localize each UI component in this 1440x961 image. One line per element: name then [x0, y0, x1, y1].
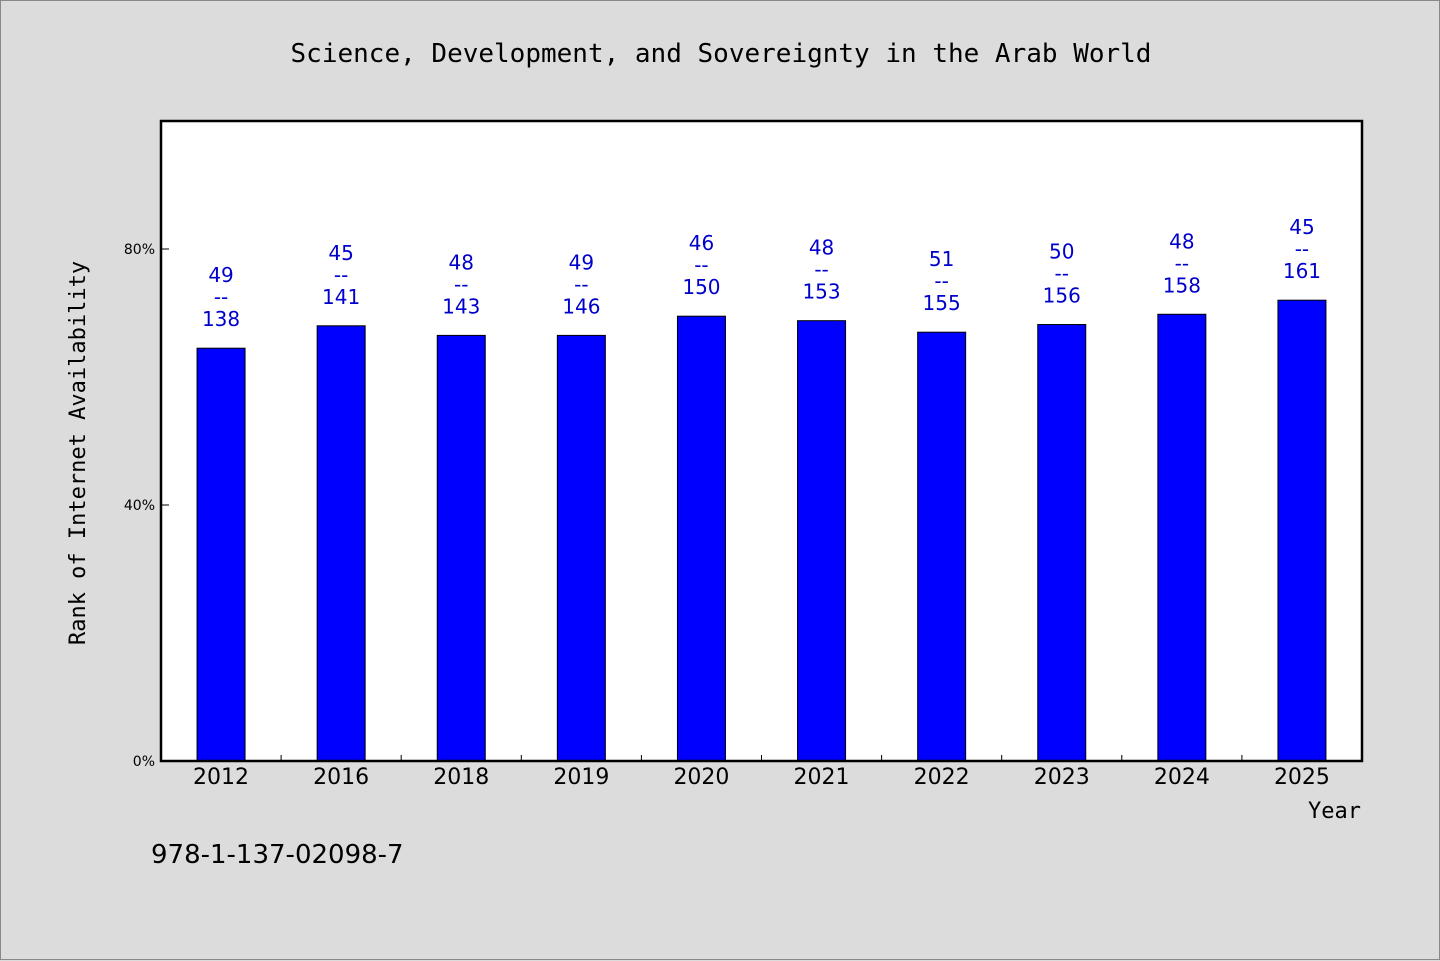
data-label-bottom: 156	[1043, 284, 1081, 308]
data-label-bottom: 141	[322, 285, 360, 309]
data-label-top: 51	[929, 247, 954, 271]
data-label-sep: --	[934, 269, 948, 293]
data-label-sep: --	[814, 258, 828, 282]
data-label-top: 48	[809, 236, 834, 260]
x-axis-title: Year	[1308, 799, 1361, 824]
x-tick-label: 2024	[1154, 765, 1210, 790]
data-label-sep: --	[334, 263, 348, 287]
x-tick-label: 2016	[313, 765, 369, 790]
data-label-bottom: 153	[802, 280, 840, 304]
y-tick-label: 40%	[124, 498, 155, 514]
bar-2016	[316, 325, 366, 762]
y-axis-title: Rank of Internet Availability	[66, 261, 91, 645]
data-label-bottom: 155	[923, 291, 961, 315]
x-tick-label: 2023	[1034, 765, 1090, 790]
plot-border	[159, 119, 1364, 763]
bar-2025	[1277, 299, 1327, 762]
bar-2023	[1037, 324, 1087, 762]
data-label-top: 46	[689, 231, 714, 255]
data-label-top: 48	[449, 250, 474, 274]
isbn-text: 978-1-137-02098-7	[151, 840, 404, 870]
bar-2012	[196, 347, 246, 762]
data-label-top: 45	[328, 241, 353, 265]
data-label-sep: --	[574, 272, 588, 296]
x-tick-label: 2020	[673, 765, 729, 790]
x-tick-label: 2019	[553, 765, 609, 790]
y-tick-label: 0%	[133, 754, 155, 770]
bar-2024	[1157, 313, 1207, 762]
bar-2019	[556, 334, 606, 762]
data-label-sep: --	[1295, 237, 1309, 261]
data-label-bottom: 138	[202, 307, 240, 331]
data-label-top: 45	[1289, 215, 1314, 239]
data-label-bottom: 158	[1163, 273, 1201, 297]
bar-2021	[797, 320, 847, 762]
bar-2020	[676, 315, 726, 762]
data-label-bottom: 143	[442, 294, 480, 318]
data-label-sep: --	[454, 272, 468, 296]
x-tick-label: 2025	[1274, 765, 1330, 790]
bar-2022	[917, 331, 967, 762]
data-label-sep: --	[214, 285, 228, 309]
data-label-bottom: 150	[682, 275, 720, 299]
x-tick-label: 2012	[193, 765, 249, 790]
data-label-top: 49	[208, 263, 233, 287]
y-tick-label: 80%	[124, 242, 155, 258]
x-tick-label: 2022	[914, 765, 970, 790]
data-label-bottom: 146	[562, 294, 600, 318]
data-label-sep: --	[1175, 251, 1189, 275]
data-label-top: 48	[1169, 229, 1194, 253]
x-tick-label: 2021	[794, 765, 850, 790]
data-label-top: 50	[1049, 240, 1074, 264]
data-label-bottom: 161	[1283, 259, 1321, 283]
data-label-sep: --	[1055, 262, 1069, 286]
data-label-sep: --	[694, 253, 708, 277]
chart-title: Science, Development, and Sovereignty in…	[291, 39, 1152, 69]
bar-2018	[436, 334, 486, 762]
data-label-top: 49	[569, 250, 594, 274]
x-tick-label: 2018	[433, 765, 489, 790]
